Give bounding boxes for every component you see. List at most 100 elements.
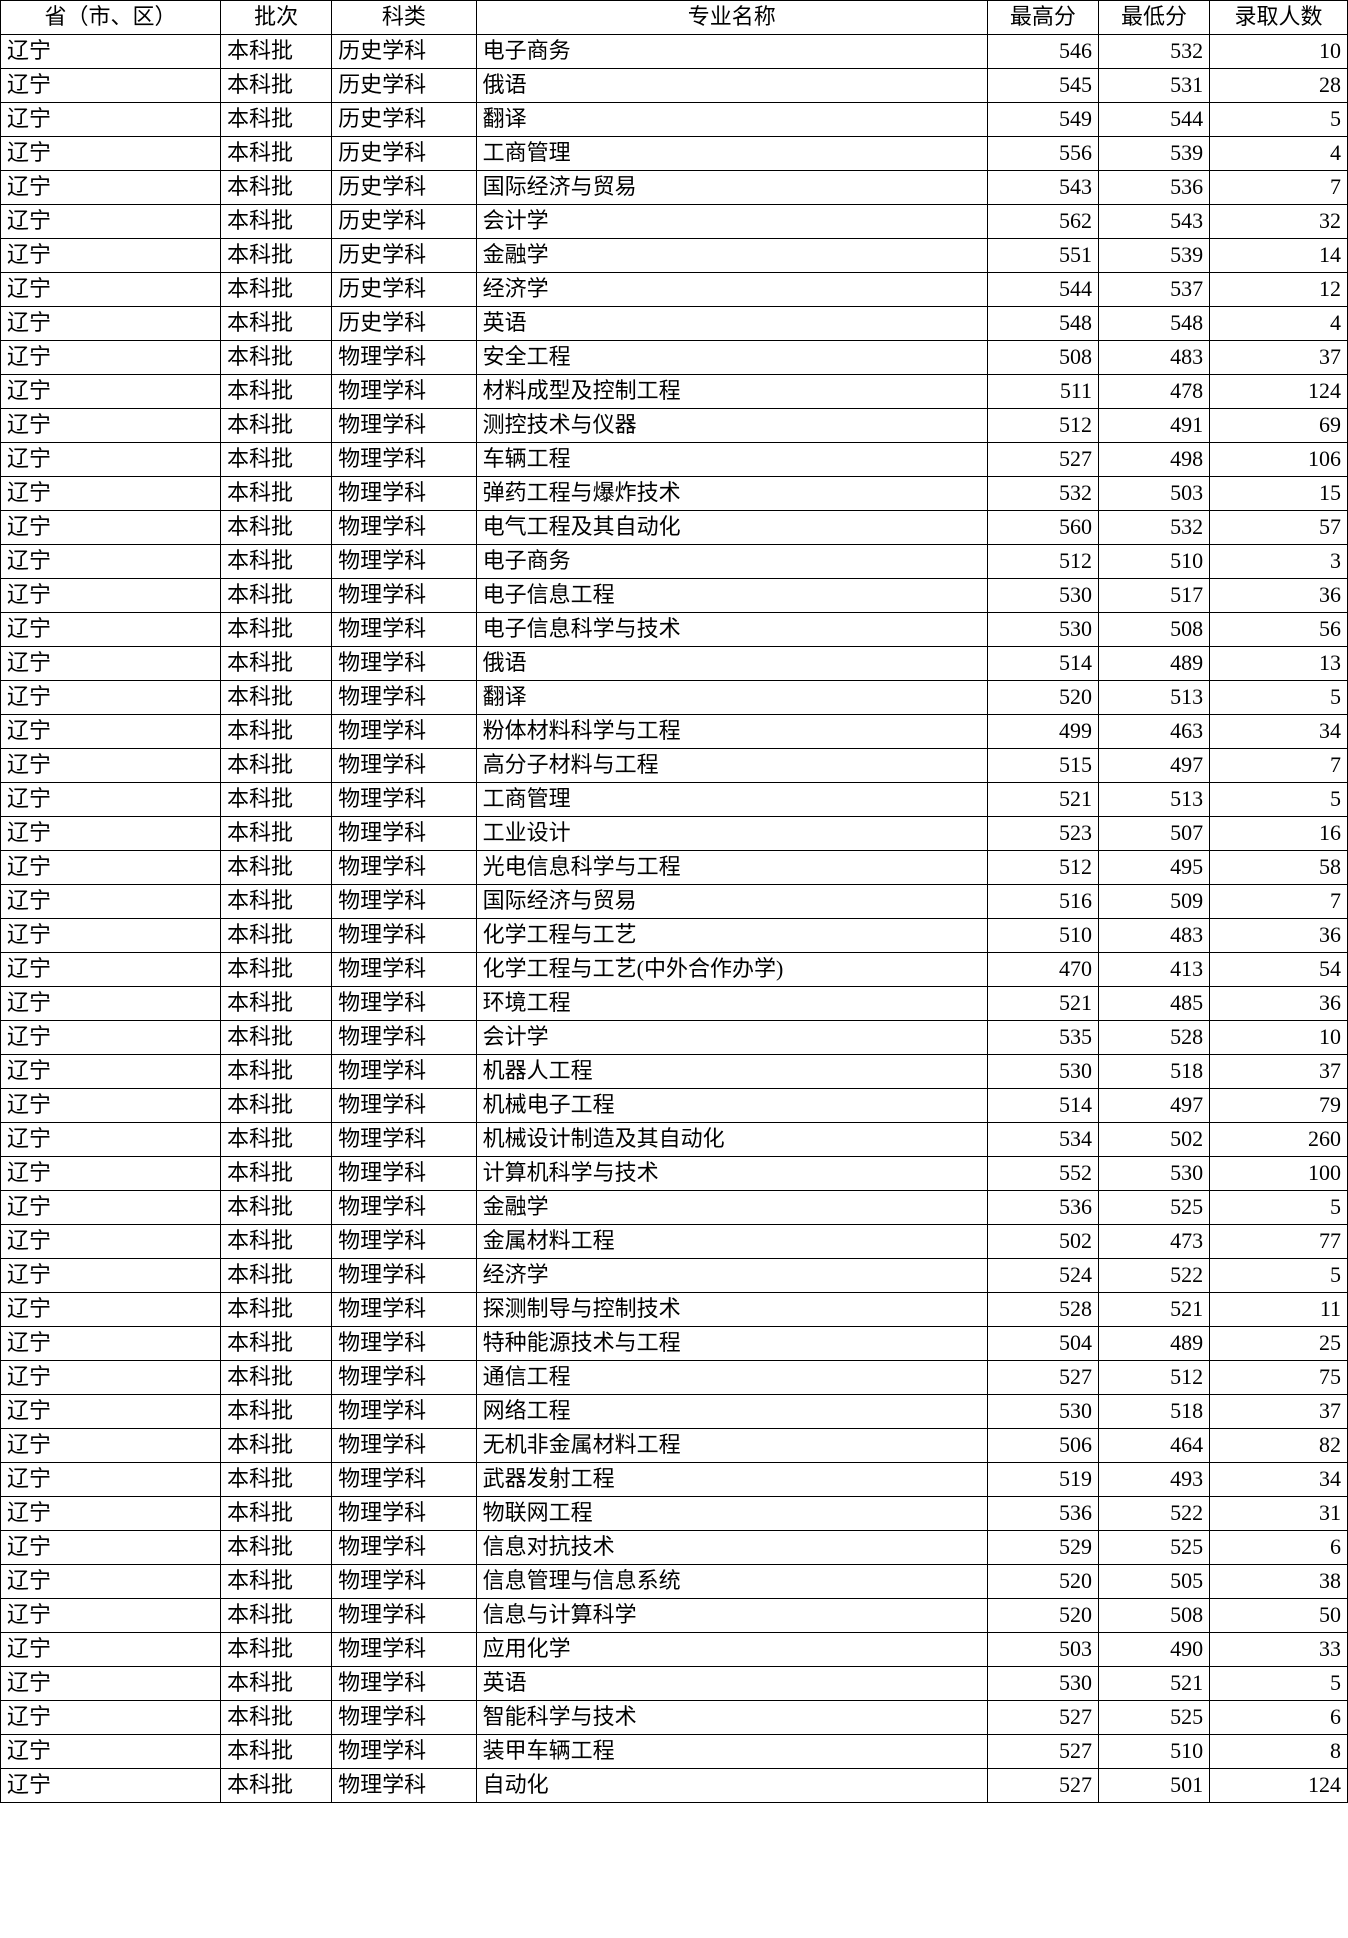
table-row: 辽宁本科批物理学科计算机科学与技术552530100 bbox=[1, 1157, 1348, 1191]
cell-batch: 本科批 bbox=[221, 1667, 332, 1701]
cell-admitted: 260 bbox=[1210, 1123, 1348, 1157]
cell-min-score: 539 bbox=[1099, 239, 1210, 273]
cell-category: 物理学科 bbox=[332, 1021, 476, 1055]
cell-province: 辽宁 bbox=[1, 307, 221, 341]
cell-admitted: 7 bbox=[1210, 885, 1348, 919]
cell-min-score: 485 bbox=[1099, 987, 1210, 1021]
cell-category: 物理学科 bbox=[332, 443, 476, 477]
cell-batch: 本科批 bbox=[221, 579, 332, 613]
cell-category: 物理学科 bbox=[332, 987, 476, 1021]
table-row: 辽宁本科批物理学科经济学5245225 bbox=[1, 1259, 1348, 1293]
cell-max-score: 506 bbox=[987, 1429, 1098, 1463]
cell-major: 金融学 bbox=[476, 239, 987, 273]
cell-min-score: 532 bbox=[1099, 511, 1210, 545]
cell-batch: 本科批 bbox=[221, 783, 332, 817]
col-category: 科类 bbox=[332, 1, 476, 35]
cell-category: 物理学科 bbox=[332, 1735, 476, 1769]
cell-max-score: 524 bbox=[987, 1259, 1098, 1293]
cell-admitted: 69 bbox=[1210, 409, 1348, 443]
table-row: 辽宁本科批物理学科车辆工程527498106 bbox=[1, 443, 1348, 477]
cell-major: 化学工程与工艺(中外合作办学) bbox=[476, 953, 987, 987]
cell-max-score: 530 bbox=[987, 613, 1098, 647]
cell-province: 辽宁 bbox=[1, 1531, 221, 1565]
cell-province: 辽宁 bbox=[1, 1395, 221, 1429]
table-row: 辽宁本科批历史学科工商管理5565394 bbox=[1, 137, 1348, 171]
cell-min-score: 497 bbox=[1099, 749, 1210, 783]
cell-min-score: 513 bbox=[1099, 681, 1210, 715]
cell-min-score: 539 bbox=[1099, 137, 1210, 171]
cell-max-score: 556 bbox=[987, 137, 1098, 171]
cell-max-score: 536 bbox=[987, 1191, 1098, 1225]
cell-major: 探测制导与控制技术 bbox=[476, 1293, 987, 1327]
cell-province: 辽宁 bbox=[1, 613, 221, 647]
cell-min-score: 493 bbox=[1099, 1463, 1210, 1497]
cell-category: 历史学科 bbox=[332, 171, 476, 205]
cell-max-score: 514 bbox=[987, 1089, 1098, 1123]
cell-province: 辽宁 bbox=[1, 953, 221, 987]
cell-admitted: 75 bbox=[1210, 1361, 1348, 1395]
cell-admitted: 124 bbox=[1210, 375, 1348, 409]
cell-major: 化学工程与工艺 bbox=[476, 919, 987, 953]
cell-major: 通信工程 bbox=[476, 1361, 987, 1395]
cell-min-score: 521 bbox=[1099, 1293, 1210, 1327]
cell-batch: 本科批 bbox=[221, 817, 332, 851]
cell-major: 金属材料工程 bbox=[476, 1225, 987, 1259]
cell-max-score: 548 bbox=[987, 307, 1098, 341]
cell-batch: 本科批 bbox=[221, 1429, 332, 1463]
table-row: 辽宁本科批物理学科机械设计制造及其自动化534502260 bbox=[1, 1123, 1348, 1157]
cell-major: 车辆工程 bbox=[476, 443, 987, 477]
cell-admitted: 34 bbox=[1210, 1463, 1348, 1497]
cell-province: 辽宁 bbox=[1, 1429, 221, 1463]
cell-admitted: 77 bbox=[1210, 1225, 1348, 1259]
cell-batch: 本科批 bbox=[221, 1497, 332, 1531]
cell-major: 弹药工程与爆炸技术 bbox=[476, 477, 987, 511]
cell-min-score: 532 bbox=[1099, 35, 1210, 69]
cell-major: 电子信息科学与技术 bbox=[476, 613, 987, 647]
cell-province: 辽宁 bbox=[1, 1497, 221, 1531]
cell-batch: 本科批 bbox=[221, 1463, 332, 1497]
cell-province: 辽宁 bbox=[1, 1361, 221, 1395]
cell-min-score: 483 bbox=[1099, 919, 1210, 953]
cell-min-score: 498 bbox=[1099, 443, 1210, 477]
table-row: 辽宁本科批物理学科国际经济与贸易5165097 bbox=[1, 885, 1348, 919]
cell-min-score: 509 bbox=[1099, 885, 1210, 919]
cell-major: 电子商务 bbox=[476, 545, 987, 579]
cell-admitted: 13 bbox=[1210, 647, 1348, 681]
table-row: 辽宁本科批历史学科金融学55153914 bbox=[1, 239, 1348, 273]
table-row: 辽宁本科批物理学科金属材料工程50247377 bbox=[1, 1225, 1348, 1259]
cell-province: 辽宁 bbox=[1, 647, 221, 681]
cell-admitted: 57 bbox=[1210, 511, 1348, 545]
cell-admitted: 54 bbox=[1210, 953, 1348, 987]
cell-category: 物理学科 bbox=[332, 1191, 476, 1225]
cell-min-score: 530 bbox=[1099, 1157, 1210, 1191]
cell-max-score: 530 bbox=[987, 1055, 1098, 1089]
cell-province: 辽宁 bbox=[1, 1021, 221, 1055]
cell-max-score: 529 bbox=[987, 1531, 1098, 1565]
table-row: 辽宁本科批物理学科金融学5365255 bbox=[1, 1191, 1348, 1225]
cell-admitted: 37 bbox=[1210, 341, 1348, 375]
table-row: 辽宁本科批历史学科翻译5495445 bbox=[1, 103, 1348, 137]
cell-category: 物理学科 bbox=[332, 545, 476, 579]
cell-batch: 本科批 bbox=[221, 1225, 332, 1259]
cell-min-score: 483 bbox=[1099, 341, 1210, 375]
cell-batch: 本科批 bbox=[221, 1123, 332, 1157]
cell-category: 物理学科 bbox=[332, 1565, 476, 1599]
table-row: 辽宁本科批物理学科弹药工程与爆炸技术53250315 bbox=[1, 477, 1348, 511]
cell-batch: 本科批 bbox=[221, 1531, 332, 1565]
cell-max-score: 527 bbox=[987, 1361, 1098, 1395]
cell-batch: 本科批 bbox=[221, 1191, 332, 1225]
cell-admitted: 12 bbox=[1210, 273, 1348, 307]
cell-major: 英语 bbox=[476, 307, 987, 341]
table-row: 辽宁本科批物理学科化学工程与工艺(中外合作办学)47041354 bbox=[1, 953, 1348, 987]
col-batch: 批次 bbox=[221, 1, 332, 35]
cell-admitted: 33 bbox=[1210, 1633, 1348, 1667]
cell-major: 翻译 bbox=[476, 681, 987, 715]
cell-category: 物理学科 bbox=[332, 783, 476, 817]
cell-max-score: 530 bbox=[987, 1395, 1098, 1429]
cell-batch: 本科批 bbox=[221, 715, 332, 749]
cell-batch: 本科批 bbox=[221, 647, 332, 681]
cell-admitted: 6 bbox=[1210, 1701, 1348, 1735]
cell-min-score: 510 bbox=[1099, 545, 1210, 579]
cell-batch: 本科批 bbox=[221, 1701, 332, 1735]
cell-min-score: 495 bbox=[1099, 851, 1210, 885]
